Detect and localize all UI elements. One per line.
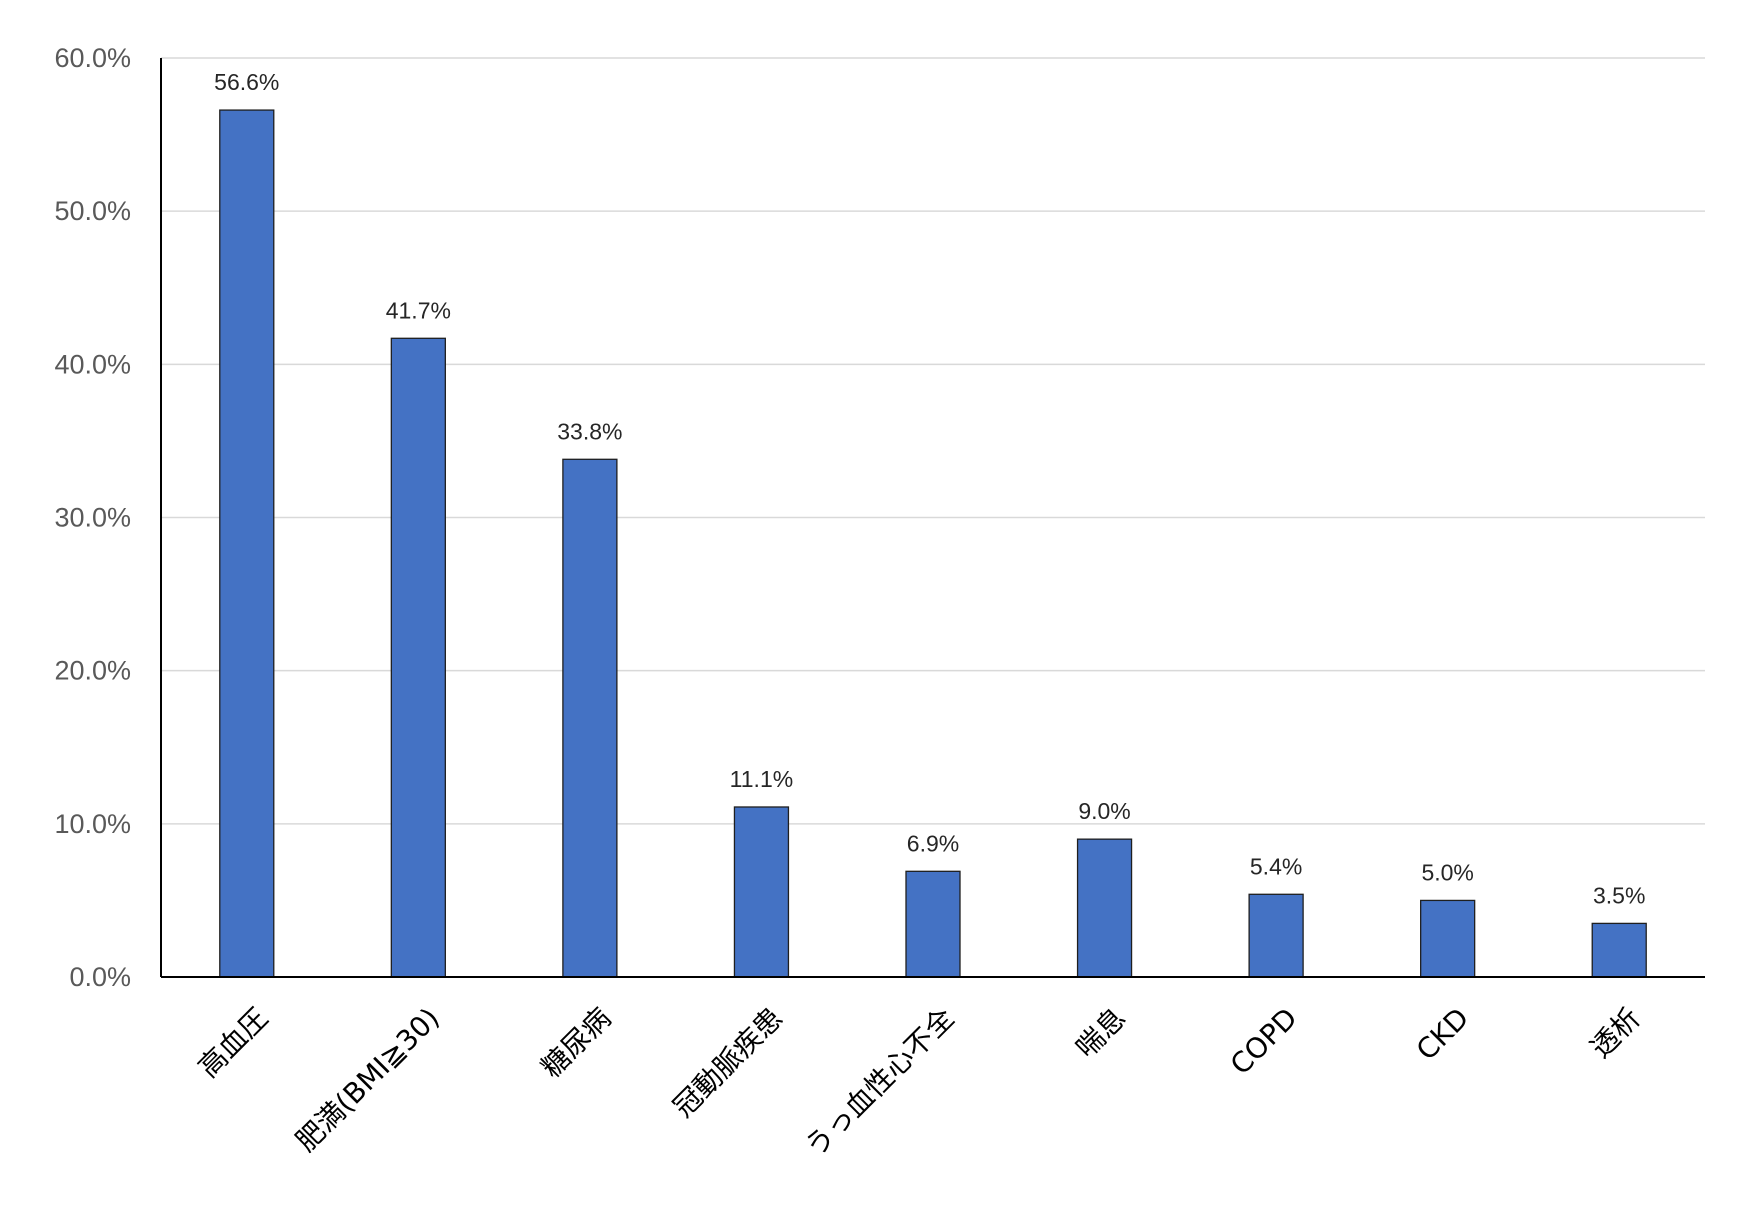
data-label: 3.5% xyxy=(1593,882,1645,908)
y-tick-label: 60.0% xyxy=(54,43,131,73)
x-tick-label: 冠動脈疾患 xyxy=(667,1001,789,1123)
x-tick-label: 肥満(BMI≧30) xyxy=(289,1001,446,1158)
y-tick-label: 30.0% xyxy=(54,503,131,533)
bar xyxy=(1076,838,1133,978)
bar xyxy=(1420,899,1476,978)
data-labels: 56.6% 41.7% 33.8% 11.1% 6.9% 9.0% 5.4% 5.0% 3.5% xyxy=(214,69,1645,908)
axes xyxy=(160,58,1705,978)
data-label: 5.0% xyxy=(1421,859,1473,885)
x-axis-tick-labels: 高血圧 肥満(BMI≧30) 糖尿病 冠動脈疾患 うっ血性心不全 喘息 COPD CKD 透析 xyxy=(192,1001,1647,1163)
x-tick-label: 透析 xyxy=(1584,1001,1647,1064)
data-label: 33.8% xyxy=(557,418,622,444)
bar xyxy=(219,109,275,978)
data-label: 6.9% xyxy=(907,830,959,856)
x-tick-label: 喘息 xyxy=(1069,1001,1132,1064)
data-label: 41.7% xyxy=(386,297,451,323)
y-tick-label: 10.0% xyxy=(54,809,131,839)
x-tick-label: 糖尿病 xyxy=(535,1001,618,1084)
bar xyxy=(733,806,790,978)
data-label: 5.4% xyxy=(1250,853,1302,879)
bar xyxy=(1591,922,1647,978)
y-axis-tick-labels: 0.0% 10.0% 20.0% 30.0% 40.0% 50.0% 60.0% xyxy=(54,43,131,992)
y-tick-label: 40.0% xyxy=(54,349,131,379)
bar xyxy=(562,458,618,978)
y-tick-label: 50.0% xyxy=(54,196,131,226)
bars xyxy=(219,109,1647,978)
data-label: 11.1% xyxy=(730,766,794,792)
x-tick-label: COPD xyxy=(1224,1001,1304,1081)
bar xyxy=(1248,893,1304,978)
data-label: 9.0% xyxy=(1078,798,1130,824)
y-tick-label: 20.0% xyxy=(54,656,131,686)
y-tick-label: 0.0% xyxy=(69,962,131,992)
bar xyxy=(390,337,446,978)
x-tick-label: うっ血性心不全 xyxy=(799,1001,961,1163)
bar xyxy=(905,870,961,978)
data-label: 56.6% xyxy=(214,69,279,95)
x-tick-label: 高血圧 xyxy=(192,1001,275,1084)
x-tick-label: CKD xyxy=(1410,1001,1475,1066)
